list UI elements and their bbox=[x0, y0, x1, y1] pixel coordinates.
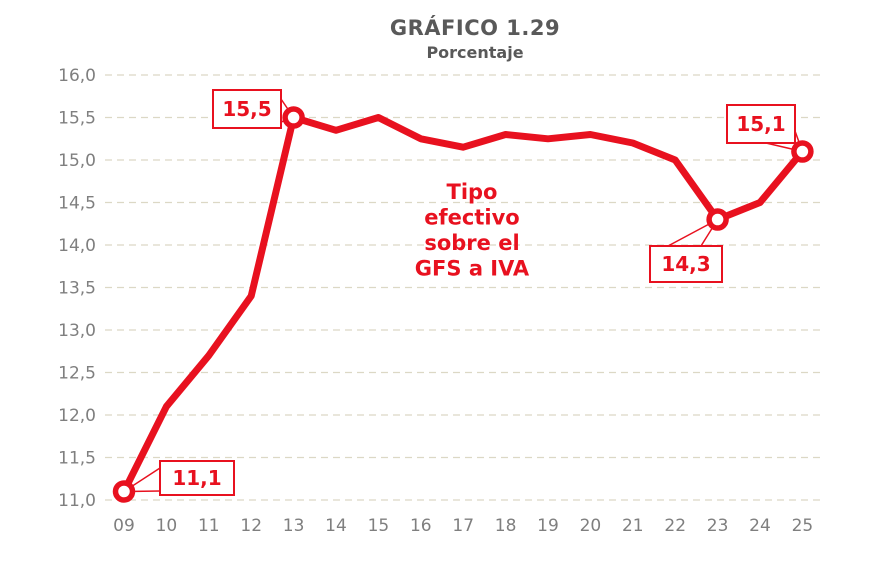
data-callout: 15,1 bbox=[726, 104, 814, 163]
y-tick-label: 11,5 bbox=[58, 449, 96, 469]
y-tick-label: 15,5 bbox=[58, 109, 96, 129]
annotation-line: GFS a IVA bbox=[415, 257, 530, 281]
x-tick-label: 25 bbox=[792, 516, 814, 536]
x-tick-label: 10 bbox=[156, 516, 178, 536]
y-axis-labels: 16,0 15,5 15,0 14,5 14,0 13,5 13,0 12,5 12,0 11,5… bbox=[58, 66, 96, 511]
x-tick-label: 09 bbox=[113, 516, 135, 536]
x-tick-label: 12 bbox=[240, 516, 262, 536]
data-callout: 14,3 bbox=[649, 208, 729, 283]
y-tick-label: 13,5 bbox=[58, 279, 96, 299]
x-tick-label: 16 bbox=[410, 516, 432, 536]
series-line bbox=[120, 114, 806, 495]
y-tick-label: 14,0 bbox=[58, 236, 96, 256]
x-tick-label: 23 bbox=[707, 516, 729, 536]
callout-box bbox=[726, 104, 796, 144]
y-tick-label: 12,5 bbox=[58, 364, 96, 384]
y-tick-label: 16,0 bbox=[58, 66, 96, 86]
y-tick-label: 14,5 bbox=[58, 194, 96, 214]
y-tick-label: 12,0 bbox=[58, 406, 96, 426]
x-tick-label: 11 bbox=[198, 516, 220, 536]
annotation-line: Tipo bbox=[447, 180, 498, 204]
callout-label: 15,5 bbox=[222, 97, 271, 121]
x-tick-label: 24 bbox=[749, 516, 771, 536]
x-tick-label: 15 bbox=[368, 516, 390, 536]
gridlines bbox=[105, 74, 825, 501]
x-tick-label: 20 bbox=[580, 516, 602, 536]
callout-box bbox=[159, 460, 235, 496]
x-tick-label: 21 bbox=[622, 516, 644, 536]
callout-label: 11,1 bbox=[172, 466, 221, 490]
callout-label: 15,1 bbox=[736, 112, 785, 136]
data-point-marker bbox=[282, 106, 305, 129]
callout-label: 14,3 bbox=[661, 252, 710, 276]
callout-box bbox=[649, 245, 723, 283]
data-callout: 11,1 bbox=[112, 460, 235, 503]
annotation-line: sobre el bbox=[424, 231, 519, 255]
data-callout: 15,5 bbox=[212, 89, 305, 129]
annotation-line: efectivo bbox=[424, 206, 519, 230]
data-point-marker bbox=[791, 140, 814, 163]
y-tick-label: 11,0 bbox=[58, 491, 96, 511]
x-tick-label: 22 bbox=[664, 516, 686, 536]
x-axis-labels: 09 10 11 12 13 14 15 16 17 18 19 20 21 22 23 24 25 bbox=[113, 516, 813, 536]
data-point-marker bbox=[112, 480, 136, 503]
x-tick-label: 17 bbox=[452, 516, 474, 536]
x-tick-label: 19 bbox=[537, 516, 559, 536]
data-point-marker bbox=[706, 208, 729, 231]
x-tick-label: 18 bbox=[495, 516, 517, 536]
x-tick-label: 13 bbox=[283, 516, 305, 536]
x-tick-label: 14 bbox=[325, 516, 347, 536]
y-tick-label: 15,0 bbox=[58, 151, 96, 171]
y-tick-label: 13,0 bbox=[58, 321, 96, 341]
callout-box bbox=[212, 89, 282, 129]
